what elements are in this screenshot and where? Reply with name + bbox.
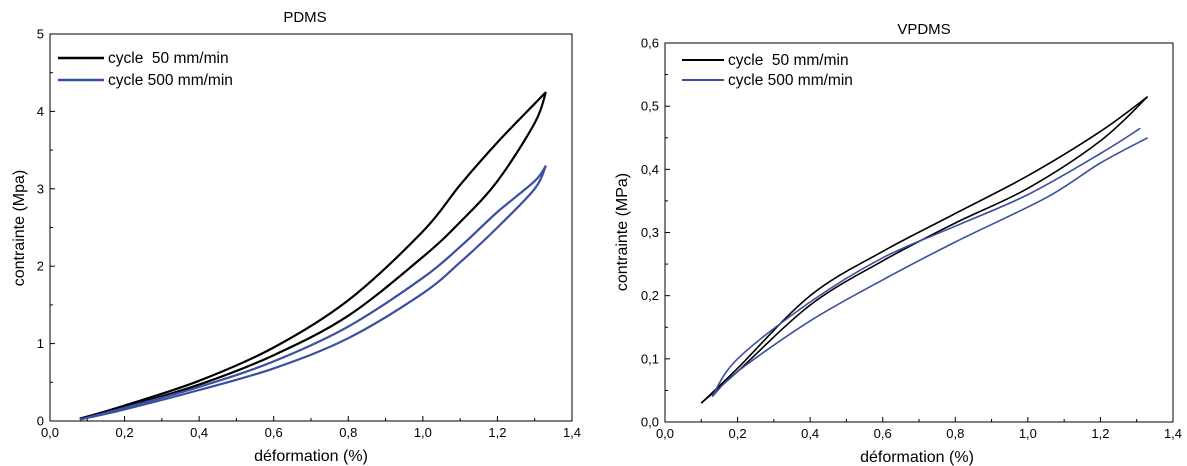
- y-tick-label: 0,5: [641, 99, 659, 114]
- y-tick-label: 0,1: [641, 351, 659, 366]
- x-tick-label: 1,0: [1019, 426, 1037, 441]
- chart-title: PDMS: [283, 9, 326, 26]
- x-tick-label: 0,2: [116, 425, 134, 440]
- legend: cycle 50 mm/min cycle 500 mm/min: [58, 50, 233, 89]
- x-axis-title: déformation (%): [860, 449, 974, 466]
- legend-label-50: cycle 50 mm/min: [728, 52, 849, 69]
- y-tick-label: 4: [37, 104, 44, 119]
- x-tick-label: 0,4: [190, 425, 208, 440]
- x-tick-label: 0,4: [801, 426, 819, 441]
- x-tick-label: 0,0: [41, 425, 59, 440]
- series-line-50-loading: [79, 91, 547, 420]
- legend: cycle 50 mm/min cycle 500 mm/min: [682, 52, 853, 89]
- chart-pdms: PDMS 0,0 0,2 0,4 0,6 0,8 1,0 1,2 1,4 0 1 2 3 4 5 cyc…: [11, 9, 581, 465]
- y-tick-label: 1: [37, 336, 44, 351]
- legend-label-50: cycle 50 mm/min: [108, 50, 229, 67]
- x-axis-ticks: 0,0 0,2 0,4 0,6 0,8 1,0 1,2 1,4: [656, 417, 1182, 441]
- y-tick-label: 0,3: [641, 225, 659, 240]
- x-tick-label: 0,0: [656, 426, 674, 441]
- x-tick-label: 1,4: [563, 425, 581, 440]
- x-tick-label: 0,6: [874, 426, 892, 441]
- plot-frame: [49, 33, 573, 422]
- series-layer: [79, 91, 547, 421]
- x-tick-label: 0,6: [265, 425, 283, 440]
- y-tick-label: 0,0: [641, 415, 659, 430]
- chart-title: VPDMS: [897, 21, 950, 38]
- x-axis-title: déformation (%): [254, 448, 368, 465]
- x-axis-ticks: 0,0 0,2 0,4 0,6 0,8 1,0 1,2 1,4: [41, 416, 581, 440]
- series-line-50-unloading: [79, 91, 547, 420]
- x-tick-label: 1,0: [414, 425, 432, 440]
- y-tick-label: 0: [37, 414, 44, 429]
- y-tick-label: 3: [37, 181, 44, 196]
- y-tick-label: 2: [37, 259, 44, 274]
- series-line-50-loading: [700, 96, 1149, 404]
- series-line-500-loading: [711, 127, 1141, 398]
- series-line-500-unloading: [79, 165, 547, 421]
- y-axis-ticks: 0,0 0,1 0,2 0,3 0,4 0,5 0,6: [641, 36, 670, 430]
- x-tick-label: 0,8: [339, 425, 357, 440]
- legend-label-500: cycle 500 mm/min: [728, 72, 853, 89]
- y-axis-title: contrainte (MPa): [614, 173, 631, 291]
- x-tick-label: 1,2: [488, 425, 506, 440]
- legend-label-500: cycle 500 mm/min: [108, 72, 233, 89]
- y-tick-label: 0,4: [641, 162, 659, 177]
- series-line-50-unloading: [700, 96, 1149, 404]
- y-tick-label: 0,6: [641, 36, 659, 51]
- y-tick-label: 5: [37, 27, 44, 42]
- series-line-500-loading: [79, 164, 547, 421]
- y-axis-title: contrainte (Mpa): [11, 170, 28, 287]
- chart-vpdms: VPDMS 0,0 0,2 0,4 0,6 0,8 1,0 1,2 1,4 0,0 0,1 0,2…: [614, 21, 1182, 466]
- x-tick-label: 0,8: [946, 426, 964, 441]
- series-layer: [700, 96, 1149, 404]
- y-tick-label: 0,2: [641, 288, 659, 303]
- series-line-500-unloading: [711, 137, 1148, 398]
- y-axis-ticks: 0 1 2 3 4 5: [37, 27, 55, 429]
- x-tick-label: 1,4: [1164, 426, 1182, 441]
- x-tick-label: 0,2: [729, 426, 747, 441]
- x-tick-label: 1,2: [1091, 426, 1109, 441]
